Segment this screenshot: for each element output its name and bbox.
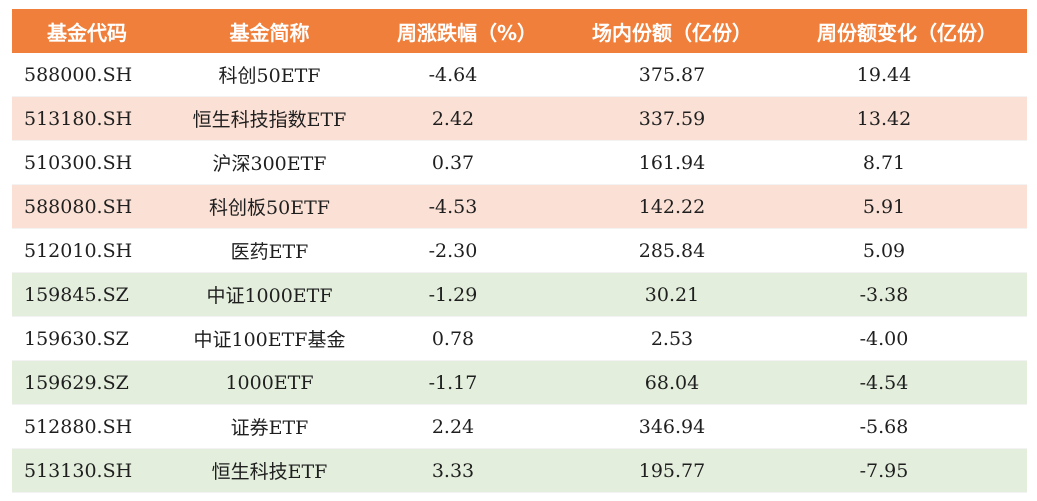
table-row: 513130.SH 恒生科技ETF 3.33 195.77 -7.95 <box>12 449 1027 493</box>
cell-fund-name: 中证100ETF基金 <box>193 329 346 351</box>
cell-exchange-shares: 375.87 <box>638 63 706 86</box>
header-fund-name: 基金简称 <box>229 20 310 45</box>
cell-exchange-shares: 2.53 <box>650 327 694 350</box>
cell-share-change: -7.95 <box>859 459 909 482</box>
cell-fund-code: 159845.SZ <box>24 283 129 306</box>
cell-share-change: 19.44 <box>856 63 912 86</box>
cell-share-change: 5.91 <box>862 195 906 218</box>
cell-fund-code: 512880.SH <box>24 415 133 438</box>
table-row: 159629.SZ 1000ETF -1.17 68.04 -4.54 <box>12 361 1027 405</box>
cell-exchange-shares: 30.21 <box>644 283 700 306</box>
header-weekly-share-change: 周份额变化（亿份） <box>817 20 997 45</box>
cell-fund-name: 证券ETF <box>230 417 309 439</box>
cell-fund-name: 1000ETF <box>225 371 314 394</box>
cell-share-change: 8.71 <box>862 151 906 174</box>
cell-fund-name: 中证1000ETF <box>206 285 333 307</box>
cell-weekly-change: 2.42 <box>431 107 475 130</box>
etf-share-table: 基金代码 基金简称 周涨跌幅（%） 场内份额（亿份） 周份额变化（亿份） 588… <box>12 9 1027 493</box>
cell-fund-code: 588080.SH <box>24 195 133 218</box>
cell-exchange-shares: 195.77 <box>638 459 706 482</box>
cell-fund-code: 513180.SH <box>24 107 133 130</box>
cell-share-change: -4.00 <box>859 327 909 350</box>
cell-weekly-change: -1.29 <box>428 283 478 306</box>
cell-fund-name: 科创板50ETF <box>209 197 330 219</box>
cell-weekly-change: 0.37 <box>431 151 475 174</box>
cell-share-change: 5.09 <box>862 239 906 262</box>
cell-exchange-shares: 68.04 <box>644 371 700 394</box>
cell-exchange-shares: 337.59 <box>638 107 706 130</box>
cell-exchange-shares: 161.94 <box>638 151 706 174</box>
cell-weekly-change: -2.30 <box>428 239 478 262</box>
header-weekly-change: 周涨跌幅（%） <box>396 20 538 45</box>
cell-fund-name: 科创50ETF <box>218 65 321 87</box>
cell-fund-code: 510300.SH <box>24 151 133 174</box>
cell-fund-code: 512010.SH <box>24 239 133 262</box>
cell-exchange-shares: 142.22 <box>638 195 706 218</box>
cell-weekly-change: 0.78 <box>431 327 475 350</box>
table-row: 513180.SH 恒生科技指数ETF 2.42 337.59 13.42 <box>12 97 1027 141</box>
header-fund-code: 基金代码 <box>47 20 127 45</box>
table-row: 159630.SZ 中证100ETF基金 0.78 2.53 -4.00 <box>12 317 1027 361</box>
cell-fund-code: 159630.SZ <box>24 327 129 350</box>
cell-fund-name: 医药ETF <box>230 241 309 263</box>
table-row: 512880.SH 证券ETF 2.24 346.94 -5.68 <box>12 405 1027 449</box>
cell-weekly-change: -1.17 <box>428 371 478 394</box>
table-row: 588080.SH 科创板50ETF -4.53 142.22 5.91 <box>12 185 1027 229</box>
cell-share-change: -3.38 <box>859 283 909 306</box>
table-row: 510300.SH 沪深300ETF 0.37 161.94 8.71 <box>12 141 1027 185</box>
cell-weekly-change: -4.53 <box>428 195 478 218</box>
cell-share-change: -4.54 <box>859 371 909 394</box>
cell-fund-name: 恒生科技指数ETF <box>192 109 347 131</box>
table-row: 588000.SH 科创50ETF -4.64 375.87 19.44 <box>12 53 1027 97</box>
cell-weekly-change: 2.24 <box>431 415 475 438</box>
cell-exchange-shares: 285.84 <box>638 239 706 262</box>
cell-weekly-change: -4.64 <box>428 63 478 86</box>
cell-weekly-change: 3.33 <box>431 459 475 482</box>
cell-share-change: 13.42 <box>856 107 912 130</box>
cell-fund-name: 恒生科技ETF <box>211 461 328 483</box>
table-row: 159845.SZ 中证1000ETF -1.29 30.21 -3.38 <box>12 273 1027 317</box>
table-row: 512010.SH 医药ETF -2.30 285.84 5.09 <box>12 229 1027 273</box>
cell-fund-code: 159629.SZ <box>24 371 129 394</box>
cell-fund-code: 588000.SH <box>24 63 133 86</box>
cell-share-change: -5.68 <box>859 415 909 438</box>
header-exchange-shares: 场内份额（亿份） <box>592 20 752 45</box>
cell-exchange-shares: 346.94 <box>638 415 706 438</box>
cell-fund-code: 513130.SH <box>24 459 133 482</box>
table-header: 基金代码 基金简称 周涨跌幅（%） 场内份额（亿份） 周份额变化（亿份） <box>12 9 1027 53</box>
cell-fund-name: 沪深300ETF <box>212 153 327 175</box>
